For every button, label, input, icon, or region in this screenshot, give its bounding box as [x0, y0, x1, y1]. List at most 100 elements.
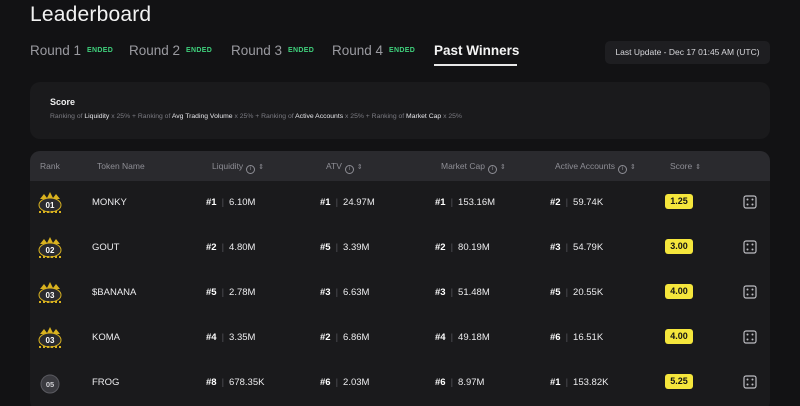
rank-value: #3 — [320, 287, 331, 298]
rank-value: #6 — [435, 377, 446, 388]
metric-value: 20.55K — [573, 287, 604, 298]
header-market-cap[interactable]: Market Cap i ⇕ — [441, 161, 506, 174]
page-title: Leaderboard — [30, 3, 152, 26]
market-cap-cell: #1 | 153.16M — [435, 197, 496, 208]
rank-value: #4 — [435, 332, 446, 343]
tab-label: Round 3 — [231, 43, 283, 58]
formula-weight: x 25% + — [345, 113, 370, 120]
info-icon[interactable]: i — [344, 165, 354, 174]
table-row[interactable]: 03 KOMA #4 | 3.35M #2 | 6.86M #4 | 49.18M #6 | 1… — [30, 316, 770, 361]
header-atv[interactable]: ATV i ⇕ — [326, 161, 363, 174]
header-liquidity[interactable]: Liquidity i ⇕ — [212, 161, 264, 174]
tab-label: Round 4 — [332, 43, 384, 58]
metric-value: 6.10M — [229, 197, 256, 208]
table-row[interactable]: 03 $BANANA #5 | 2.78M #3 | 6.63M #3 | 51.48M #… — [30, 271, 770, 316]
table-row[interactable]: 05 FROG #8 | 678.35K #6 | 2.03M #6 | 8.97M #1 |… — [30, 361, 770, 406]
rank-value: #6 — [320, 377, 331, 388]
metric-value: 6.86M — [343, 332, 370, 343]
ended-badge: ENDED — [87, 47, 114, 54]
formula-weight: x 25% + — [234, 113, 260, 120]
token-name: MONKY — [92, 197, 127, 208]
tab-label: Past Winners — [434, 43, 520, 58]
table-row[interactable]: 01 MONKY #1 | 6.10M #1 | 24.97M #1 | 153.16M #… — [30, 181, 770, 226]
crown-badge-icon: 01 — [38, 192, 62, 213]
metric-value: 49.18M — [458, 332, 490, 343]
atv-cell: #6 | 2.03M — [320, 377, 370, 388]
rank-value: #3 — [435, 287, 446, 298]
formula-metric: Active Accounts — [295, 113, 344, 120]
badge-number: 03 — [46, 291, 55, 300]
active-accounts-cell: #6 | 16.51K — [550, 332, 604, 343]
rank-value: #2 — [206, 242, 217, 253]
rank-value: #6 — [550, 332, 561, 343]
ended-badge: ENDED — [186, 47, 213, 54]
rank-value: #4 — [206, 332, 217, 343]
dice-icon[interactable] — [743, 375, 757, 389]
active-accounts-cell: #1 | 153.82K — [550, 377, 609, 388]
formula-weight: x 25% — [443, 113, 462, 120]
atv-cell: #3 | 6.63M — [320, 287, 370, 298]
dice-icon[interactable] — [743, 330, 757, 344]
dice-icon[interactable] — [743, 240, 757, 254]
tab-past-winners[interactable]: Past Winners — [434, 42, 519, 60]
rank-value: #1 — [320, 197, 331, 208]
header-label: Liquidity — [212, 161, 244, 171]
tab-label: Round 2 — [129, 43, 181, 58]
rank-value: #1 — [550, 377, 561, 388]
tab-round-2[interactable]: Round 2 ENDED — [129, 42, 212, 60]
tab-round-3[interactable]: Round 3 ENDED — [231, 42, 314, 60]
sort-icon[interactable]: ⇕ — [499, 164, 506, 171]
liquidity-cell: #4 | 3.35M — [206, 332, 256, 343]
rank-value: #5 — [550, 287, 561, 298]
score-badge: 5.25 — [665, 374, 693, 389]
crown-badge-icon: 03 — [38, 327, 62, 348]
last-update-badge: Last Update - Dec 17 01:45 AM (UTC) — [605, 41, 770, 64]
score-title: Score — [50, 97, 76, 107]
info-icon[interactable]: i — [487, 165, 497, 174]
badge-number: 03 — [46, 336, 55, 345]
active-accounts-cell: #5 | 20.55K — [550, 287, 604, 298]
header-label: Rank — [40, 161, 60, 171]
metric-value: 3.39M — [343, 242, 370, 253]
market-cap-cell: #2 | 80.19M — [435, 242, 490, 253]
formula-metric: Market Cap — [406, 113, 442, 120]
atv-cell: #1 | 24.97M — [320, 197, 375, 208]
rank-value: #2 — [435, 242, 446, 253]
sort-icon[interactable]: ⇕ — [258, 164, 265, 171]
sort-icon[interactable]: ⇕ — [356, 164, 363, 171]
crown-badge-icon: 03 — [38, 282, 62, 303]
info-icon[interactable]: i — [246, 165, 256, 174]
metric-value: 153.82K — [573, 377, 609, 388]
metric-value: 678.35K — [229, 377, 265, 388]
tab-round-1[interactable]: Round 1 ENDED — [30, 42, 113, 60]
metric-value: 24.97M — [343, 197, 375, 208]
dice-icon[interactable] — [743, 285, 757, 299]
score-formula: Ranking of Liquidity x 25% + Ranking of … — [50, 113, 462, 120]
header-token-name: Token Name — [97, 161, 145, 171]
info-icon[interactable]: i — [618, 165, 628, 174]
sort-icon[interactable]: ⇕ — [630, 164, 636, 171]
ended-badge: ENDED — [389, 47, 416, 54]
formula-text: Ranking of — [137, 113, 171, 120]
token-name: GOUT — [92, 242, 120, 253]
market-cap-cell: #4 | 49.18M — [435, 332, 490, 343]
header-score[interactable]: Score ⇕ — [670, 161, 701, 171]
header-active-accounts[interactable]: Active Accounts i ⇕ — [555, 161, 636, 174]
formula-text: Ranking of — [371, 113, 405, 120]
header-label: Market Cap — [441, 161, 485, 171]
header-label: Active Accounts — [555, 161, 616, 171]
score-badge: 4.00 — [665, 329, 693, 344]
badge-number: 02 — [46, 246, 55, 255]
table-row[interactable]: 02 GOUT #2 | 4.80M #5 | 3.39M #2 | 80.19M #3 | 5… — [30, 226, 770, 271]
metric-value: 8.97M — [458, 377, 485, 388]
badge-number: 05 — [46, 380, 54, 389]
header-label: Score — [670, 161, 693, 171]
tab-round-4[interactable]: Round 4 ENDED — [332, 42, 415, 60]
dice-icon[interactable] — [743, 195, 757, 209]
formula-metric: Liquidity — [84, 113, 110, 120]
score-badge: 3.00 — [665, 239, 693, 254]
sort-icon[interactable]: ⇕ — [695, 164, 702, 171]
token-name: KOMA — [92, 332, 120, 343]
badge-number: 01 — [46, 201, 55, 210]
metric-value: 2.78M — [229, 287, 256, 298]
